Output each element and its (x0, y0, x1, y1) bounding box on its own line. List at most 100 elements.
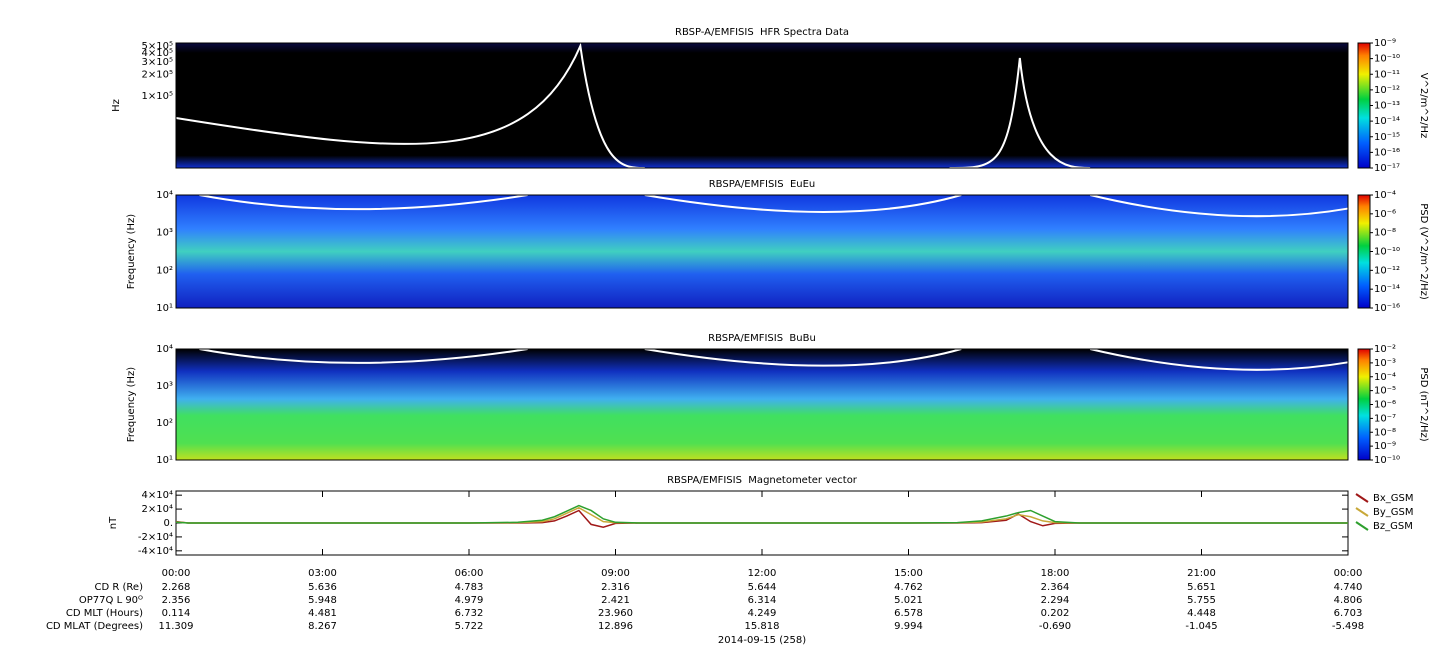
spectrogram (176, 43, 1348, 168)
colorbar-tick-label: 10⁻⁶ (1374, 209, 1396, 220)
y-tick-label: 0. (163, 518, 173, 529)
ephemeris-value: 15.818 (745, 621, 780, 632)
colorbar-tick-label: 10⁻¹¹ (1374, 69, 1400, 80)
ephemeris-value: 2.294 (1041, 595, 1070, 606)
ephemeris-value: 4.448 (1187, 608, 1216, 619)
x-tick-label: 00:00 (162, 568, 191, 579)
colorbar-label: PSD (V^2/m^2/Hz) (1418, 203, 1429, 300)
colorbar-tick-label: 10⁻⁹ (1374, 38, 1396, 49)
overlay-curve (175, 42, 1091, 169)
colorbar-tick-label: 10⁻¹⁰ (1374, 247, 1400, 258)
colorbar-tick-label: 10⁻⁸ (1374, 427, 1396, 438)
colorbar-tick-label: 10⁻² (1374, 344, 1396, 355)
colorbar-tick-label: 10⁻¹⁷ (1374, 163, 1400, 174)
colorbar (1357, 42, 1371, 169)
overlay-curve (199, 194, 1349, 218)
ephemeris-value: 5.021 (894, 595, 923, 606)
ephemeris-value: 11.309 (159, 621, 194, 632)
colorbar-tick-label: 10⁻¹⁵ (1374, 132, 1400, 143)
x-tick-label: 15:00 (894, 568, 923, 579)
panel-title: RBSPA/EMFISIS Magnetometer vector (667, 475, 858, 486)
y-tick-label: 10³ (156, 381, 173, 392)
panel-title: RBSP-A/EMFISIS HFR Spectra Data (675, 27, 849, 38)
overlay-curve (199, 348, 1349, 371)
y-tick-label: -2×10⁴ (138, 532, 173, 543)
x-tick-label: 12:00 (748, 568, 777, 579)
ephemeris-value: 4.740 (1334, 582, 1363, 593)
y-tick-label: -4×10⁴ (138, 546, 173, 557)
ephemeris-value: 4.762 (894, 582, 923, 593)
colorbar-tick-label: 10⁻¹³ (1374, 101, 1400, 112)
legend-swatch (1355, 507, 1369, 517)
colorbar-tick-label: 10⁻³ (1374, 358, 1396, 369)
x-tick-label: 00:00 (1334, 568, 1363, 579)
x-tick-label: 21:00 (1187, 568, 1216, 579)
ephemeris-value: 0.114 (162, 608, 191, 619)
colorbar-tick-label: 10⁻¹⁶ (1374, 147, 1400, 158)
colorbar-tick-label: 10⁻¹⁴ (1374, 116, 1400, 127)
date-label: 2014-09-15 (258) (718, 635, 806, 646)
panel-title: RBSPA/EMFISIS EuEu (709, 179, 816, 190)
y-tick-label: 10⁴ (156, 344, 173, 355)
ephemeris-value: 6.314 (748, 595, 777, 606)
colorbar-tick-label: 10⁻⁶ (1374, 400, 1396, 411)
series-line (175, 509, 1348, 528)
colorbar-tick-label: 10⁻⁵ (1374, 386, 1396, 397)
ephemeris-value: 5.755 (1187, 595, 1216, 606)
x-tick-label: 09:00 (601, 568, 630, 579)
colorbar-tick-label: 10⁻¹² (1374, 85, 1400, 96)
colorbar-tick-label: 10⁻⁹ (1374, 441, 1396, 452)
colorbar-tick-label: 10⁻⁴ (1374, 190, 1396, 201)
colorbar-tick-label: 10⁻⁸ (1374, 228, 1396, 239)
series-line (175, 504, 1348, 524)
y-tick-label: 2×10⁴ (142, 504, 173, 515)
ephemeris-value: 4.806 (1334, 595, 1363, 606)
y-tick-label: 10¹ (156, 303, 173, 314)
colorbar-tick-label: 10⁻¹⁴ (1374, 284, 1400, 295)
ephemeris-value: 4.979 (455, 595, 484, 606)
ephemeris-value: -1.045 (1185, 621, 1217, 632)
ephemeris-value: 2.316 (601, 582, 630, 593)
ephemeris-label: CD MLT (Hours) (66, 608, 143, 619)
colorbar-tick-label: 10⁻⁷ (1374, 413, 1396, 424)
y-axis-label: Frequency (Hz) (126, 214, 137, 290)
y-axis-label: Hz (111, 99, 122, 112)
colorbar (1357, 348, 1371, 461)
ephemeris-value: 0.202 (1041, 608, 1070, 619)
legend-swatch (1355, 521, 1369, 531)
ephemeris-value: 4.481 (308, 608, 337, 619)
panel-title: RBSPA/EMFISIS BuBu (708, 333, 816, 344)
ephemeris-value: 8.267 (308, 621, 337, 632)
ephemeris-value: 2.356 (162, 595, 191, 606)
ephemeris-value: 5.948 (308, 595, 337, 606)
ephemeris-value: 2.364 (1041, 582, 1070, 593)
y-tick-label: 10¹ (156, 455, 173, 466)
y-tick-label: 10² (156, 265, 173, 276)
ephemeris-value: 9.994 (894, 621, 923, 632)
x-tick-label: 18:00 (1041, 568, 1070, 579)
ephemeris-value: 5.644 (748, 582, 777, 593)
axis-frame (175, 348, 1349, 461)
x-tick-label: 06:00 (455, 568, 484, 579)
ephemeris-value: 5.651 (1187, 582, 1216, 593)
ephemeris-value: 6.732 (455, 608, 484, 619)
y-tick-label: 1×10⁵ (142, 91, 173, 102)
y-tick-label: 10⁴ (156, 190, 173, 201)
ephemeris-value: 5.722 (455, 621, 484, 632)
colorbar-tick-label: 10⁻¹⁰ (1374, 54, 1400, 65)
colorbar-tick-label: 10⁻¹⁰ (1374, 455, 1400, 466)
ephemeris-value: -0.690 (1039, 621, 1071, 632)
y-axis-label: nT (108, 516, 119, 529)
y-tick-label: 4×10⁵ (142, 48, 173, 59)
y-tick-label: 3×10⁵ (142, 57, 173, 68)
ephemeris-value: 2.268 (162, 582, 191, 593)
ephemeris-value: 2.421 (601, 595, 630, 606)
x-tick-label: 03:00 (308, 568, 337, 579)
ephemeris-value: 23.960 (598, 608, 633, 619)
colorbar-label: V^2/m^2/Hz (1418, 73, 1429, 139)
ephemeris-label: CD MLAT (Degrees) (46, 621, 143, 632)
y-tick-label: 5×10⁵ (142, 41, 173, 52)
colorbar-tick-label: 10⁻⁴ (1374, 372, 1396, 383)
series-line (175, 506, 1348, 524)
ephemeris-value: 12.896 (598, 621, 633, 632)
